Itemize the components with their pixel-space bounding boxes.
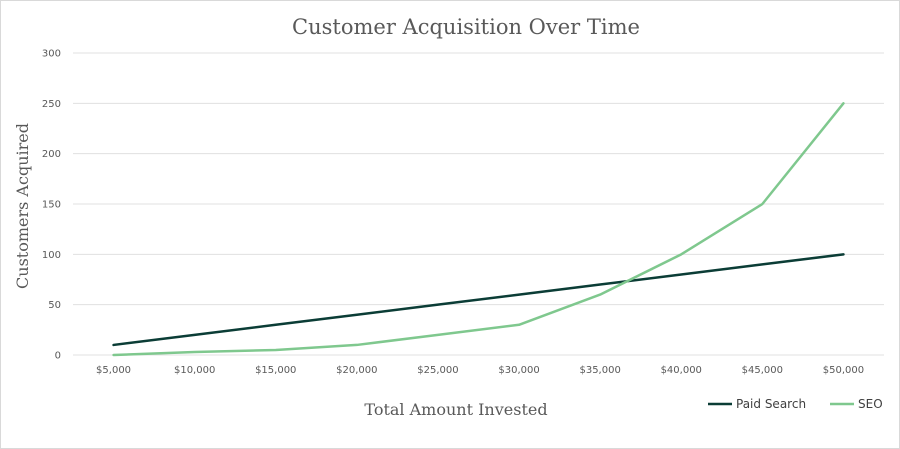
x-tick-label: $15,000 bbox=[255, 365, 296, 376]
y-tick-label: 250 bbox=[42, 99, 61, 110]
legend: Paid Search SEO bbox=[708, 397, 883, 411]
x-tick-label: $25,000 bbox=[417, 365, 458, 376]
y-tick-label: 300 bbox=[42, 49, 61, 60]
y-tick-label: 0 bbox=[55, 351, 61, 362]
y-tick-label: 100 bbox=[42, 250, 61, 261]
series-line bbox=[112, 253, 845, 347]
y-axis-title: Customers Acquired bbox=[13, 123, 32, 289]
y-tick-label: 150 bbox=[42, 200, 61, 211]
y-axis-ticks: 0 50 100 150 200 250 300 bbox=[42, 49, 61, 362]
chart-title: Customer Acquisition Over Time bbox=[292, 15, 640, 39]
x-tick-label: $45,000 bbox=[742, 365, 783, 376]
x-tick-label: $50,000 bbox=[823, 365, 864, 376]
gridlines bbox=[73, 52, 884, 356]
series-lines bbox=[112, 102, 845, 357]
legend-label: Paid Search bbox=[736, 397, 806, 411]
legend-label: SEO bbox=[858, 397, 883, 411]
x-tick-label: $10,000 bbox=[174, 365, 215, 376]
y-tick-label: 200 bbox=[42, 149, 61, 160]
x-tick-label: $40,000 bbox=[661, 365, 702, 376]
x-axis-title: Total Amount Invested bbox=[364, 400, 547, 419]
x-tick-label: $30,000 bbox=[498, 365, 539, 376]
x-tick-label: $35,000 bbox=[579, 365, 620, 376]
series-line bbox=[112, 102, 845, 357]
x-axis-ticks: $5,000 $10,000 $15,000 $20,000 $25,000 $30,00… bbox=[96, 365, 864, 376]
x-tick-label: $5,000 bbox=[96, 365, 131, 376]
y-tick-label: 50 bbox=[48, 300, 61, 311]
x-tick-label: $20,000 bbox=[336, 365, 377, 376]
